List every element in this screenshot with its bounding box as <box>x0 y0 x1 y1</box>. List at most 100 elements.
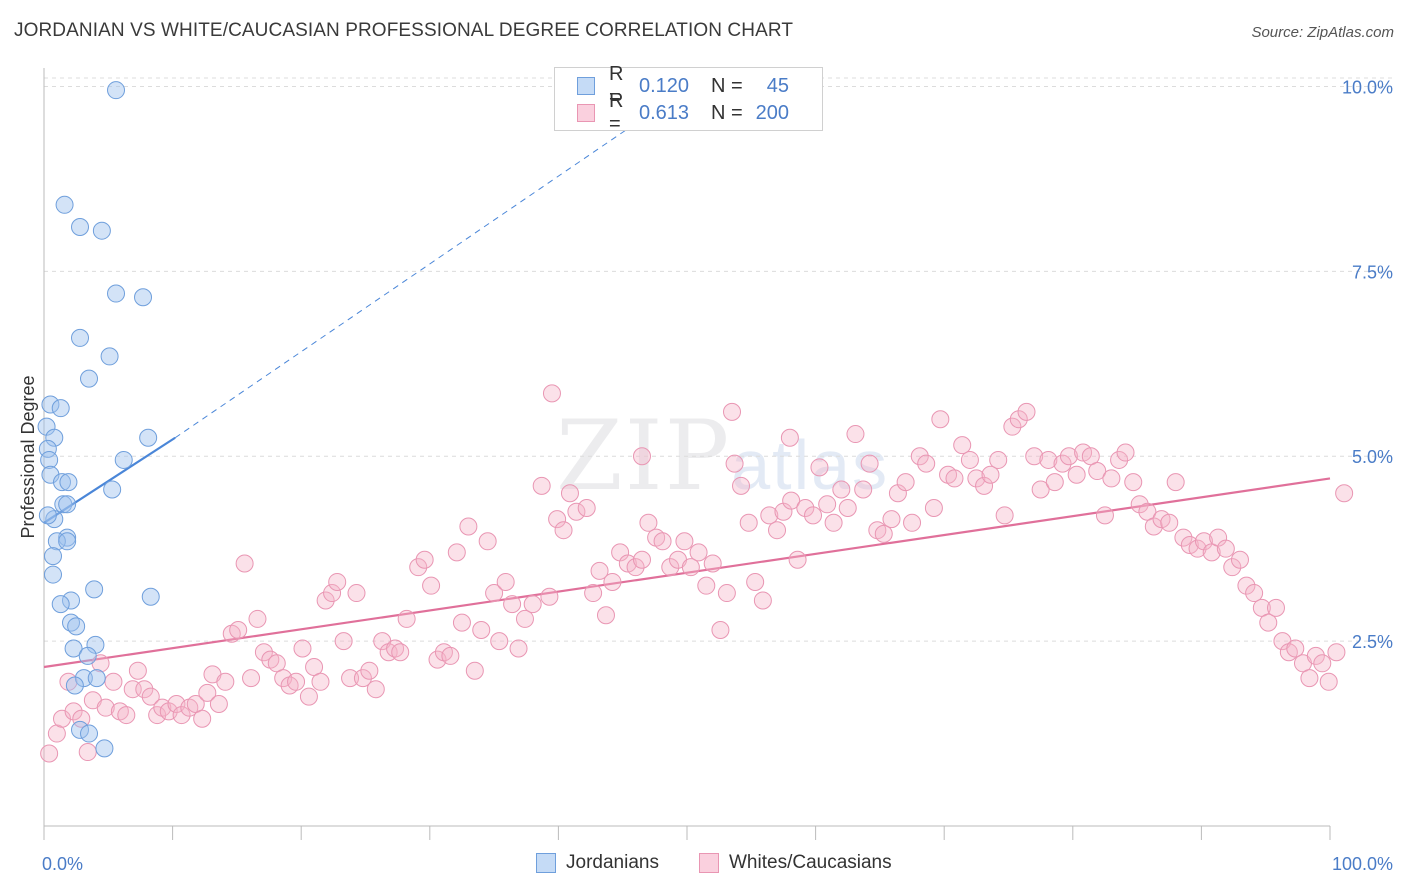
point-white <box>452 613 471 632</box>
point-jordanian <box>41 395 60 414</box>
point-white <box>117 706 136 725</box>
point-white <box>1216 539 1235 558</box>
point-white <box>104 672 123 691</box>
point-white <box>639 513 658 532</box>
point-white <box>248 609 267 628</box>
point-white <box>910 447 929 466</box>
point-white <box>216 672 235 691</box>
point-white <box>1306 646 1325 665</box>
point-white <box>596 606 615 625</box>
point-white <box>353 669 372 688</box>
point-white <box>141 687 160 706</box>
point-jordanian <box>87 669 106 688</box>
point-white <box>989 450 1008 469</box>
point-white <box>577 499 596 518</box>
point-jordanian <box>95 739 114 758</box>
point-white <box>924 499 943 518</box>
point-white <box>1031 480 1050 499</box>
point-jordanian <box>62 591 81 610</box>
point-white <box>1095 506 1114 525</box>
legend-r-label: R = <box>609 90 624 135</box>
point-white <box>532 476 551 495</box>
bottom-legend-swatch-whites <box>699 853 719 873</box>
bottom-legend-swatch-jordanians <box>536 853 556 873</box>
point-white <box>780 428 799 447</box>
point-white <box>732 476 751 495</box>
point-white <box>478 532 497 551</box>
point-white <box>1259 613 1278 632</box>
point-white <box>1059 447 1078 466</box>
point-white <box>472 621 491 640</box>
point-white <box>661 558 680 577</box>
point-white <box>229 621 248 640</box>
point-white <box>128 661 147 680</box>
point-white <box>703 554 722 573</box>
point-white <box>496 572 515 591</box>
point-white <box>490 632 509 651</box>
point-white <box>1230 550 1249 569</box>
point-white <box>391 643 410 662</box>
point-white <box>739 513 758 532</box>
point-jordanian <box>80 369 99 388</box>
point-white <box>1088 462 1107 481</box>
point-white <box>711 621 730 640</box>
point-white <box>193 709 212 728</box>
point-white <box>515 609 534 628</box>
point-white <box>334 632 353 651</box>
point-white <box>293 639 312 658</box>
point-white <box>753 591 772 610</box>
trend-lines <box>43 123 1331 669</box>
point-jordanian <box>62 613 81 632</box>
point-white <box>1045 473 1064 492</box>
point-white <box>459 517 478 536</box>
point-white <box>1188 539 1207 558</box>
point-white <box>1124 473 1143 492</box>
point-white <box>603 572 622 591</box>
legend-row-jordanians: R = 0.120 N = 45 <box>577 63 789 108</box>
legend-r-value: 0.613 <box>639 101 690 124</box>
point-white <box>409 558 428 577</box>
x-tick-label: 100.0% <box>1332 854 1393 874</box>
y-tick-label: 10.0% <box>1342 77 1393 97</box>
point-white <box>590 561 609 580</box>
point-jordanian <box>92 221 111 240</box>
point-white <box>540 587 559 606</box>
point-white <box>1237 576 1256 595</box>
point-white <box>323 584 342 603</box>
point-white <box>397 609 416 628</box>
point-white <box>1025 447 1044 466</box>
point-white <box>981 465 1000 484</box>
point-white <box>509 639 528 658</box>
chart-title: JORDANIAN VS WHITE/CAUCASIAN PROFESSIONA… <box>14 20 794 41</box>
point-white <box>1166 473 1185 492</box>
legend-box: R = 0.120 N = 45 R = 0.613 N = 200 <box>554 63 823 135</box>
point-white <box>832 480 851 499</box>
point-jordanian <box>134 288 153 307</box>
point-white <box>78 743 97 762</box>
point-white <box>560 484 579 503</box>
point-white <box>632 550 651 569</box>
point-jordanian <box>58 528 77 547</box>
point-jordanian <box>47 532 66 551</box>
point-white <box>360 661 379 680</box>
point-white <box>485 584 504 603</box>
point-white <box>40 744 59 763</box>
point-white <box>874 524 893 543</box>
point-white <box>824 513 843 532</box>
point-white <box>287 672 306 691</box>
point-white <box>328 572 347 591</box>
point-white <box>975 476 994 495</box>
point-jordanian <box>85 580 104 599</box>
point-jordanian <box>71 217 90 236</box>
bottom-legend-label-whites: Whites/Caucasians <box>729 852 892 873</box>
bottom-legend-whites: Whites/Caucasians <box>699 852 892 874</box>
point-white <box>760 506 779 525</box>
point-jordanian <box>114 450 133 469</box>
point-white <box>804 506 823 525</box>
point-white <box>542 384 561 403</box>
point-white <box>554 521 573 540</box>
point-white <box>1300 669 1319 688</box>
point-white <box>1313 654 1332 673</box>
legend-swatch-jordanians <box>577 77 595 95</box>
